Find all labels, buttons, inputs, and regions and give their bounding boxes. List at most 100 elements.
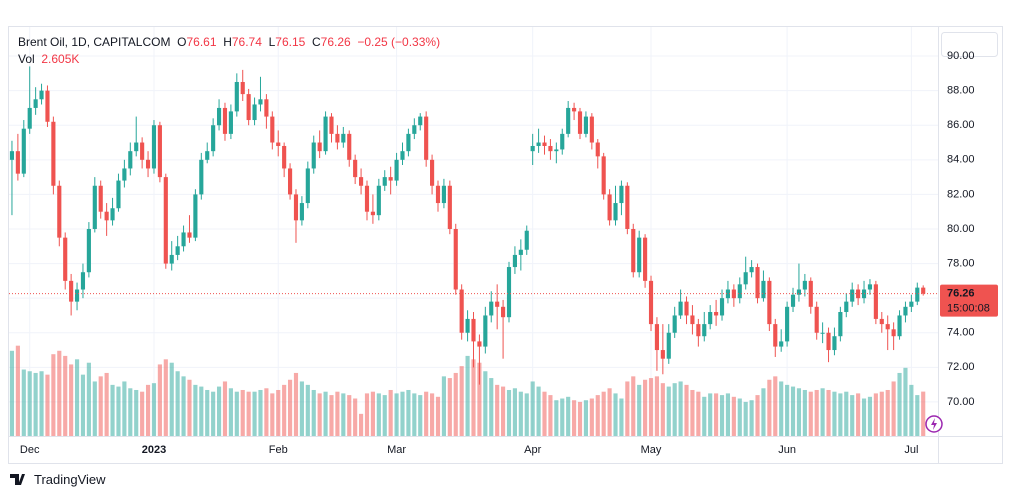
candle-body (589, 116, 594, 143)
volume-title: Vol (18, 52, 35, 66)
candle-body (293, 194, 299, 221)
volume-bar (98, 376, 103, 436)
volume-bar (566, 396, 571, 436)
volume-bar (542, 391, 547, 436)
candle-body (69, 280, 74, 302)
volume-bar (110, 384, 115, 436)
volume-bar (583, 400, 588, 436)
candle-body (631, 228, 636, 273)
settings-box[interactable] (941, 32, 998, 57)
candle-body (187, 232, 192, 238)
volume-bar (305, 384, 310, 436)
volume-bar (891, 381, 896, 436)
candle-body (21, 128, 26, 174)
candle-body (879, 318, 884, 325)
volume-bar (323, 391, 328, 436)
candle-body (719, 298, 725, 316)
event-bolt (931, 418, 937, 430)
candle-body (222, 107, 228, 134)
volume-bar (885, 389, 890, 436)
volume-bar (86, 362, 91, 436)
candle-body (790, 294, 796, 307)
volume-bar (731, 396, 736, 436)
candle-body (654, 324, 660, 351)
volume-bar (216, 386, 222, 436)
candle-body (282, 145, 287, 169)
volume-bar (418, 395, 423, 436)
volume-bar (145, 384, 151, 436)
candle-body (891, 329, 896, 337)
volume-bar (63, 355, 68, 436)
y-tick-label: 80.00 (947, 223, 975, 235)
y-tick-label: 86.00 (947, 119, 975, 131)
high-value: 76.74 (231, 35, 262, 49)
y-tick-label: 78.00 (947, 257, 975, 269)
volume-bar (376, 393, 381, 436)
volume-bar (489, 378, 494, 436)
candle-body (311, 142, 316, 169)
volume-bar (643, 379, 648, 436)
candle-body (435, 185, 441, 204)
candle-body (725, 289, 731, 299)
volume-bar (625, 381, 630, 436)
volume-bar (554, 400, 559, 436)
candle-body (530, 145, 535, 152)
volume-bar (844, 391, 849, 436)
x-tick-label: Apr (524, 444, 541, 456)
volume-bar (684, 384, 689, 436)
volume-bar (122, 381, 127, 436)
price-tag-value: 76.26 (947, 288, 975, 300)
candle-body (536, 142, 541, 146)
y-tick-label: 82.00 (947, 188, 975, 200)
volume-bar (459, 366, 464, 436)
candle-body (524, 230, 529, 250)
candle-body (737, 284, 742, 299)
candle-body (276, 142, 281, 146)
volume-bar (654, 376, 660, 436)
volume-bar (613, 393, 618, 436)
candle-body (305, 168, 310, 204)
candle-body (376, 185, 381, 216)
volume-bar (678, 381, 683, 436)
volume-bar (211, 391, 216, 436)
candle-body (145, 159, 151, 169)
volume-bar (672, 383, 677, 436)
volume-bar (572, 400, 577, 436)
volume-bar (151, 383, 157, 436)
volume-bar (548, 395, 553, 436)
candle-body (512, 254, 517, 268)
x-tick-label: Dec (20, 444, 40, 456)
volume-bar (779, 381, 784, 436)
candle-body (619, 185, 624, 204)
volume-bar (577, 401, 583, 436)
volume-bar (483, 371, 488, 436)
candle-body (57, 185, 62, 238)
candle-body (122, 168, 127, 181)
volume-bar (767, 379, 772, 436)
volume-bar (873, 393, 878, 436)
candle-body (465, 318, 470, 333)
candle-body (838, 312, 843, 337)
candle-body (134, 142, 139, 152)
candle-body (347, 133, 352, 160)
candle-body (406, 133, 411, 152)
volume-bar (299, 381, 304, 436)
volume-bar (850, 395, 855, 436)
open-label: O (177, 35, 187, 49)
candle-body (666, 332, 671, 359)
volume-bar (755, 395, 760, 436)
candle-body (128, 151, 133, 169)
volume-bar (140, 391, 145, 436)
candle-body (193, 194, 198, 238)
candle-body (175, 246, 180, 255)
volume-bar (773, 376, 778, 436)
candle-body (560, 133, 565, 150)
candle-body (613, 203, 618, 221)
candle-body (299, 203, 304, 221)
open-value: 76.61 (186, 35, 217, 49)
volume-bar (317, 393, 322, 436)
volume-bar (518, 391, 523, 436)
candle-body (643, 237, 648, 281)
volume-bar (364, 393, 370, 436)
candle-body (601, 156, 606, 195)
